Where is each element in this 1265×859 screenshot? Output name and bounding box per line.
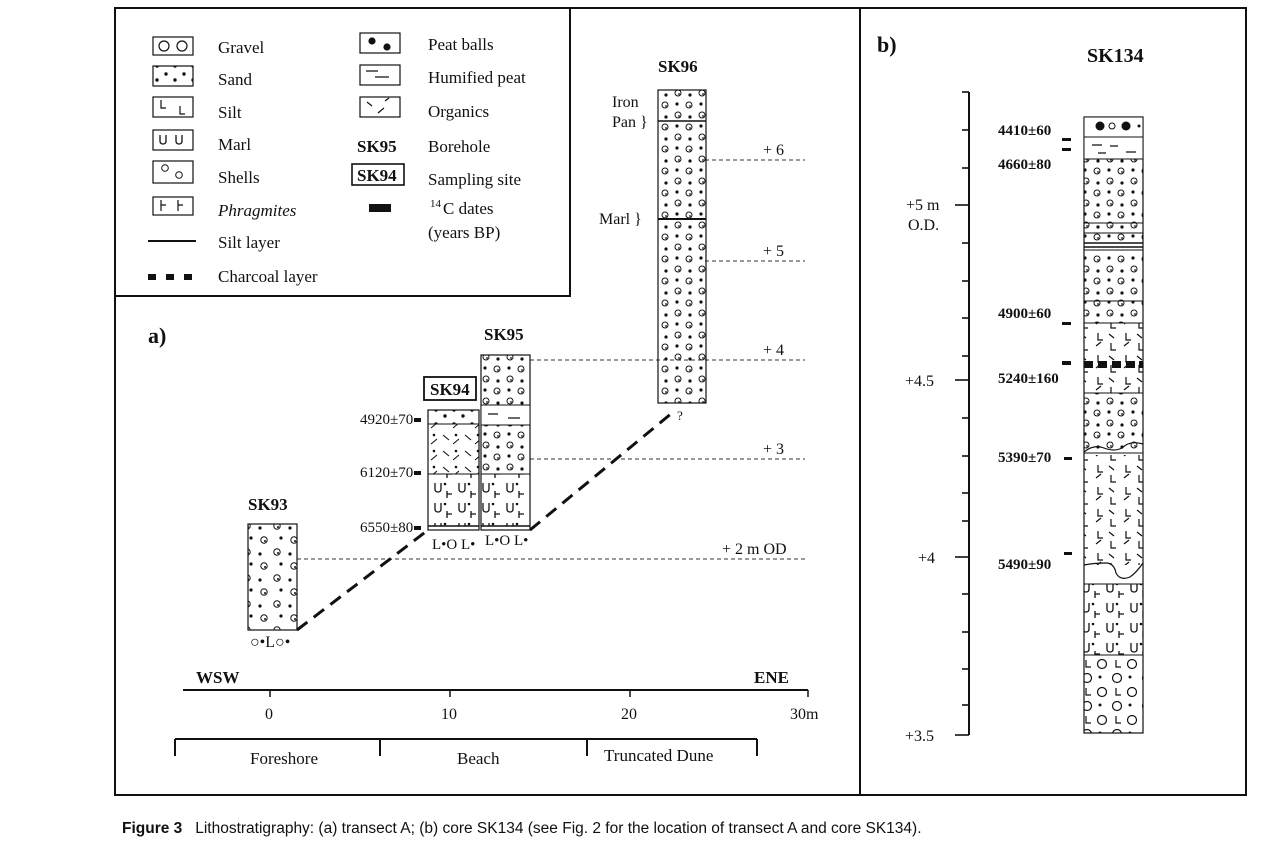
distance-tick: 0 <box>265 706 273 723</box>
date-label: 5240±160 <box>998 371 1059 387</box>
zone-bar: Foreshore Beach Truncated Dune <box>174 738 758 768</box>
legend-label-silt: Silt <box>218 103 242 122</box>
direction-wsw: WSW <box>196 668 239 687</box>
axis-label: +3.5 <box>905 728 934 745</box>
axis-label: +5 m <box>906 197 940 214</box>
distance-tick: 20 <box>621 706 637 723</box>
sk93-base-gravel: ○•L○• <box>250 634 290 651</box>
date-label: 4900±60 <box>998 306 1051 322</box>
date-label: 5490±90 <box>998 557 1051 573</box>
level-lines <box>297 159 805 560</box>
sk134-dates: 4410±60 4660±80 4900±60 5240±160 5390±70… <box>998 123 1072 573</box>
legend: Gravel Sand Silt Marl Shells Phragmites … <box>148 32 526 286</box>
direction-ene: ENE <box>754 668 789 687</box>
legend-label-organics: Organics <box>428 102 489 121</box>
axis-label: O.D. <box>908 217 939 234</box>
legend-label-sampling-site: Sampling site <box>428 170 521 189</box>
legend-box <box>115 8 571 297</box>
sk96-pan-label: Pan } <box>612 114 648 131</box>
sampling-site-symbol: SK94 <box>357 166 397 185</box>
core-label-sk94: SK94 <box>430 380 470 399</box>
distance-axis: WSW ENE 0 10 20 30m <box>183 668 819 723</box>
core-sk95: L•O L• SK95 <box>480 325 531 549</box>
zone-foreshore: Foreshore <box>250 749 318 768</box>
panel-b-label: b) <box>877 32 897 57</box>
core-sk94: L•O L• SK94 4920±70 6120±70 6550±80 <box>360 376 480 553</box>
legend-label-charcoal-layer: Charcoal layer <box>218 267 318 286</box>
legend-label-c14-dates: 14 C dates <box>430 198 494 218</box>
date-label: 6550±80 <box>360 520 413 536</box>
level-labels: + 6 + 5 + 4 + 3 + 2 m OD <box>722 142 787 558</box>
marl-icon <box>152 129 194 151</box>
organics-icon <box>359 96 401 118</box>
date-label: 4410±60 <box>998 123 1051 139</box>
legend-label-gravel: Gravel <box>218 38 265 57</box>
legend-label-marl: Marl <box>218 135 251 154</box>
distance-tick: 30m <box>790 706 819 723</box>
depth-axis: +5 m O.D. +4.5 +4 +3.5 <box>905 91 970 745</box>
sk94-base-gravel: L•O L• <box>432 537 475 553</box>
legend-label-peat-balls: Peat balls <box>428 35 494 54</box>
sk96-unknown-base: ? <box>677 408 683 423</box>
legend-label-humified-peat: Humified peat <box>428 68 526 87</box>
level-label: + 3 <box>763 441 784 458</box>
figure-lithostratigraphy: Gravel Sand Silt Marl Shells Phragmites … <box>114 7 1247 796</box>
sand-icon <box>152 65 194 87</box>
caption-text: Lithostratigraphy: (a) transect A; (b) c… <box>195 820 922 837</box>
shells-icon <box>152 160 194 184</box>
figure-frame <box>114 7 1247 796</box>
zone-beach: Beach <box>457 749 500 768</box>
charcoal-layer-icon <box>148 274 192 280</box>
borehole-icon: SK95 <box>357 137 397 156</box>
legend-label-sand: Sand <box>218 70 253 89</box>
level-label: + 4 <box>763 342 784 359</box>
core-label-sk95: SK95 <box>484 325 524 344</box>
sk96-iron-label: Iron <box>612 94 639 111</box>
legend-label-phragmites: Phragmites <box>217 201 297 220</box>
level-label: + 6 <box>763 142 784 159</box>
panel-a-label: a) <box>148 323 166 348</box>
core-sk134 <box>1083 116 1144 734</box>
sampling-site-icon <box>351 163 405 186</box>
sk134-charcoal-layer <box>1084 361 1143 368</box>
date-label: 6120±70 <box>360 465 413 481</box>
phragmites-icon <box>152 196 194 216</box>
peat-balls-icon <box>359 32 401 54</box>
level-label: + 5 <box>763 243 784 260</box>
date-label: 4660±80 <box>998 157 1051 173</box>
core-sk96: SK96 Iron Pan } Marl } ? <box>599 57 707 423</box>
core-label-sk93: SK93 <box>248 495 288 514</box>
sk96-marl-label: Marl } <box>599 211 642 228</box>
humified-peat-icon <box>359 64 401 86</box>
figure-caption: Figure 3 Lithostratigraphy: (a) transect… <box>122 820 1242 838</box>
correlation-line <box>296 411 673 632</box>
zone-truncated-dune: Truncated Dune <box>604 746 713 765</box>
axis-label: +4.5 <box>905 373 934 390</box>
legend-label-c14-years: (years BP) <box>428 223 500 242</box>
core-sk93: ○•L○• SK93 <box>247 495 298 651</box>
legend-label-borehole: Borehole <box>428 137 490 156</box>
c14-dates-icon <box>369 204 391 212</box>
core-label-sk96: SK96 <box>658 57 698 76</box>
axis-label: +4 <box>918 550 935 567</box>
caption-label: Figure 3 <box>122 820 183 837</box>
date-label: 4920±70 <box>360 412 413 428</box>
silt-icon <box>152 96 194 118</box>
sk95-base-gravel: L•O L• <box>485 533 528 549</box>
legend-label-shells: Shells <box>218 168 260 187</box>
date-label: 5390±70 <box>998 450 1051 466</box>
core-title-sk134: SK134 <box>1087 45 1144 67</box>
level-label: + 2 m OD <box>722 541 787 558</box>
distance-tick: 10 <box>441 706 457 723</box>
legend-label-silt-layer: Silt layer <box>218 233 280 252</box>
